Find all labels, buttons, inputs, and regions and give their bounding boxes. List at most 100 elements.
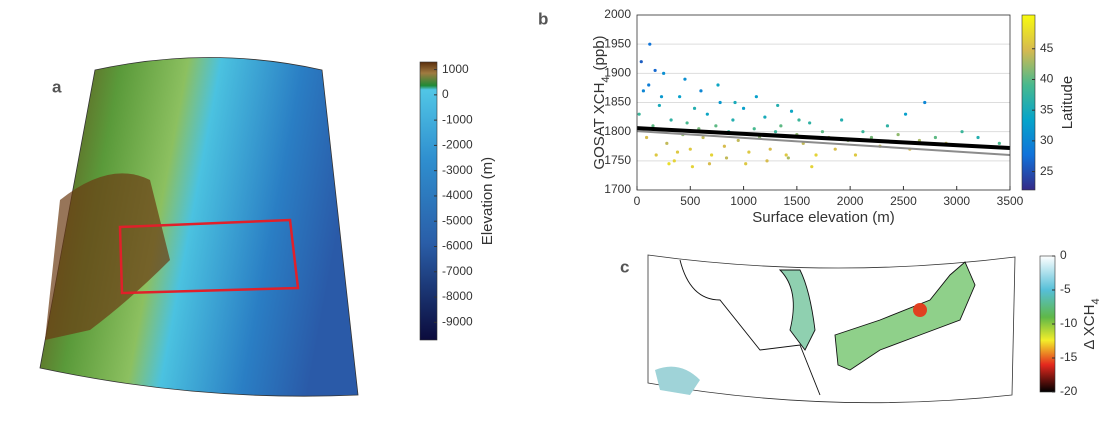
- region-box: [118, 218, 300, 295]
- point: [923, 100, 927, 105]
- point: [669, 118, 673, 122]
- point: [960, 130, 964, 134]
- point: [662, 71, 666, 75]
- colorbar-tick-label: -10: [1060, 316, 1078, 330]
- y-tick-label: 2000: [604, 7, 631, 21]
- point: [814, 153, 818, 157]
- terrain: [45, 173, 170, 340]
- point: [736, 138, 740, 143]
- point: [685, 121, 689, 125]
- point: [768, 147, 772, 151]
- colorbar-label: Δ XCH4: [1081, 298, 1102, 349]
- fit-line: [636, 126, 1011, 150]
- fit-line: [636, 130, 1011, 156]
- point: [716, 83, 720, 87]
- point: [733, 100, 737, 105]
- colorbar-tick-label: -3000: [442, 163, 473, 177]
- point: [853, 153, 858, 157]
- point: [752, 127, 756, 131]
- point: [747, 150, 751, 154]
- colorbar-label-text: Δ XCH: [1081, 305, 1098, 350]
- point: [833, 147, 837, 151]
- y-tick-label: 1850: [604, 95, 631, 109]
- x-tick-label: 3500: [997, 194, 1024, 208]
- point: [675, 150, 680, 154]
- x-tick-label: 2500: [890, 194, 917, 208]
- point: [933, 135, 938, 140]
- point: [786, 156, 790, 160]
- colorbar-tick-label: -9000: [442, 314, 473, 328]
- point: [654, 153, 658, 157]
- point: [699, 89, 703, 93]
- point: [776, 103, 780, 108]
- y-axis-label-sub: 4: [600, 76, 612, 82]
- point: [644, 135, 649, 140]
- y-tick-label: 1700: [604, 182, 631, 196]
- colorbar-tick-label: 0: [1060, 248, 1067, 262]
- point: [820, 130, 825, 134]
- point: [731, 118, 735, 122]
- x-tick-label: 500: [680, 194, 700, 208]
- y-axis-label-text: GOSAT XCH: [591, 83, 608, 170]
- point: [637, 112, 641, 116]
- x-axis-label: Surface elevation (m): [752, 209, 895, 226]
- point: [683, 77, 687, 81]
- colorbar-tick-label: 30: [1040, 133, 1054, 147]
- colorbar-tick-label: 35: [1040, 102, 1054, 116]
- colorbar-tick-label: -20: [1060, 384, 1078, 398]
- x-tick-label: 3000: [943, 194, 970, 208]
- point: [763, 115, 767, 119]
- point: [667, 162, 671, 166]
- colorbar-label-text: Latitude: [1059, 76, 1076, 129]
- colorbar-tick-label: 0: [442, 87, 449, 101]
- colorbar-tick-label: -7000: [442, 264, 473, 278]
- hotspot: [913, 303, 927, 317]
- point: [741, 106, 746, 110]
- panel-label: c: [620, 257, 629, 276]
- point: [722, 144, 726, 148]
- point: [672, 159, 676, 163]
- colorbar-label: Latitude: [1059, 76, 1076, 129]
- x-tick-label: 0: [634, 194, 641, 208]
- point: [754, 95, 758, 99]
- colorbar-tick-label: -8000: [442, 289, 473, 303]
- colorbar-tick-label: -4000: [442, 188, 473, 202]
- terrain: [655, 366, 700, 395]
- panel-label: a: [52, 77, 62, 96]
- point: [784, 153, 788, 157]
- point: [976, 135, 980, 140]
- y-axis-label: GOSAT XCH4 (ppb): [591, 35, 612, 169]
- x-tick-label: 1500: [784, 194, 811, 208]
- y-tick-label: 1900: [604, 66, 631, 80]
- colorbar-label-sub: 4: [1090, 298, 1102, 304]
- panel-label: b: [538, 9, 548, 28]
- map-c: [647, 254, 1016, 404]
- point: [869, 135, 874, 140]
- point: [789, 109, 794, 113]
- map-a: [39, 57, 359, 397]
- point: [688, 147, 692, 151]
- point: [773, 130, 778, 134]
- colorbar: [1021, 14, 1036, 191]
- point: [724, 156, 729, 160]
- point: [707, 162, 712, 166]
- point: [639, 60, 643, 64]
- point: [665, 141, 669, 145]
- point: [705, 112, 709, 116]
- colorbar-tick-label: -5000: [442, 213, 473, 227]
- point: [810, 165, 814, 169]
- point: [692, 106, 697, 110]
- coastline: [778, 269, 816, 351]
- point: [861, 130, 865, 134]
- colorbar-tick-label: -5: [1060, 282, 1071, 296]
- point: [808, 121, 812, 125]
- y-tick-label: 1750: [604, 153, 631, 167]
- point: [885, 124, 890, 128]
- y-tick-label: 1950: [604, 36, 631, 50]
- point: [653, 68, 657, 73]
- colorbar-tick-label: 25: [1040, 164, 1054, 178]
- colorbar-label-text: Elevation (m): [479, 157, 496, 245]
- point: [647, 83, 651, 87]
- x-tick-label: 1000: [730, 194, 757, 208]
